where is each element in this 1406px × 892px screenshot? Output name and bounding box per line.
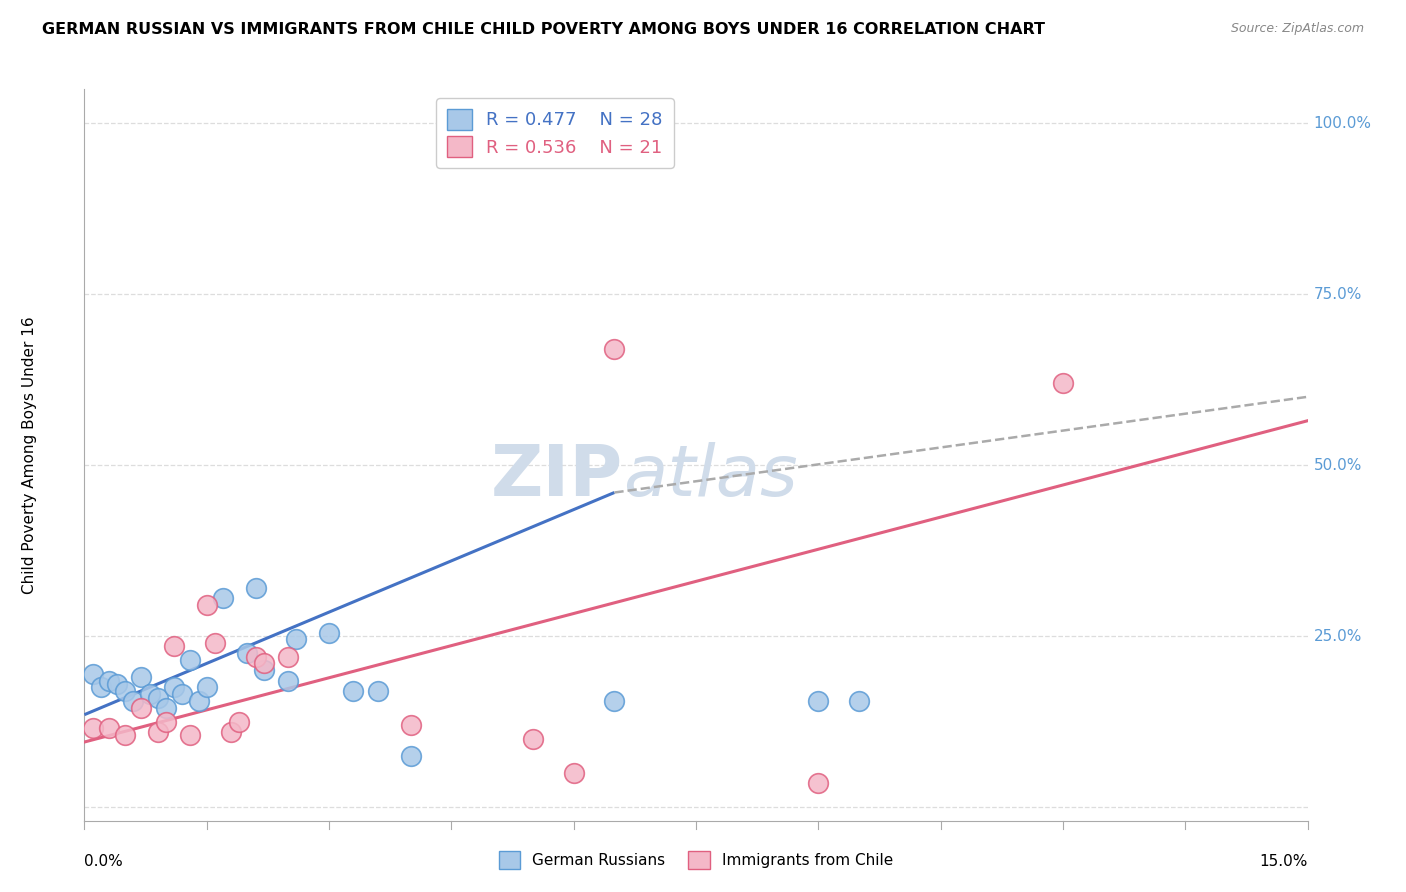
Text: 100.0%: 100.0% (1313, 116, 1372, 131)
Text: 50.0%: 50.0% (1313, 458, 1362, 473)
Point (97, 673, 120, 688)
Point (277, 673, 299, 688)
Text: 0.0%: 0.0% (84, 854, 124, 869)
Point (90, 681, 112, 695)
Point (399, 748, 422, 763)
Point (122, 694, 145, 708)
Text: GERMAN RUSSIAN VS IMMIGRANTS FROM CHILE CHILD POVERTY AMONG BOYS UNDER 16 CORREL: GERMAN RUSSIAN VS IMMIGRANTS FROM CHILE … (42, 22, 1045, 37)
Point (253, 657, 276, 671)
Point (219, 724, 242, 739)
Point (195, 681, 218, 695)
Point (155, 701, 177, 715)
Point (399, 718, 422, 732)
Point (97, 722, 120, 736)
Point (318, 625, 340, 640)
Text: atlas: atlas (623, 442, 797, 511)
Point (253, 663, 276, 677)
Point (146, 690, 169, 705)
Point (245, 649, 267, 664)
Point (82, 666, 104, 681)
Point (807, 776, 830, 790)
Point (131, 701, 153, 715)
Point (603, 694, 626, 708)
Point (146, 724, 169, 739)
Text: 15.0%: 15.0% (1260, 854, 1308, 869)
Point (172, 687, 194, 701)
Point (163, 681, 186, 695)
Point (114, 683, 136, 698)
Point (807, 694, 830, 708)
Point (163, 640, 186, 654)
Text: 75.0%: 75.0% (1313, 286, 1362, 301)
Point (367, 683, 389, 698)
Point (131, 670, 153, 684)
Legend: German Russians, Immigrants from Chile: German Russians, Immigrants from Chile (492, 846, 900, 875)
Point (195, 599, 218, 613)
Point (204, 636, 226, 650)
Point (138, 687, 160, 701)
Point (562, 765, 585, 780)
Text: 25.0%: 25.0% (1313, 629, 1362, 643)
Point (522, 731, 544, 746)
Point (1052, 376, 1074, 391)
Point (155, 714, 177, 729)
Point (82, 722, 104, 736)
Point (277, 649, 299, 664)
Point (245, 581, 267, 595)
Point (179, 653, 201, 667)
Point (187, 694, 209, 708)
Point (228, 714, 250, 729)
Point (212, 591, 235, 606)
Point (848, 694, 870, 708)
Point (285, 632, 308, 647)
Point (342, 683, 364, 698)
Text: Child Poverty Among Boys Under 16: Child Poverty Among Boys Under 16 (22, 316, 37, 594)
Text: Source: ZipAtlas.com: Source: ZipAtlas.com (1230, 22, 1364, 36)
Point (105, 677, 128, 691)
Text: ZIP: ZIP (491, 442, 623, 511)
Point (179, 728, 201, 742)
Point (603, 342, 626, 356)
Point (236, 646, 259, 660)
Point (114, 728, 136, 742)
